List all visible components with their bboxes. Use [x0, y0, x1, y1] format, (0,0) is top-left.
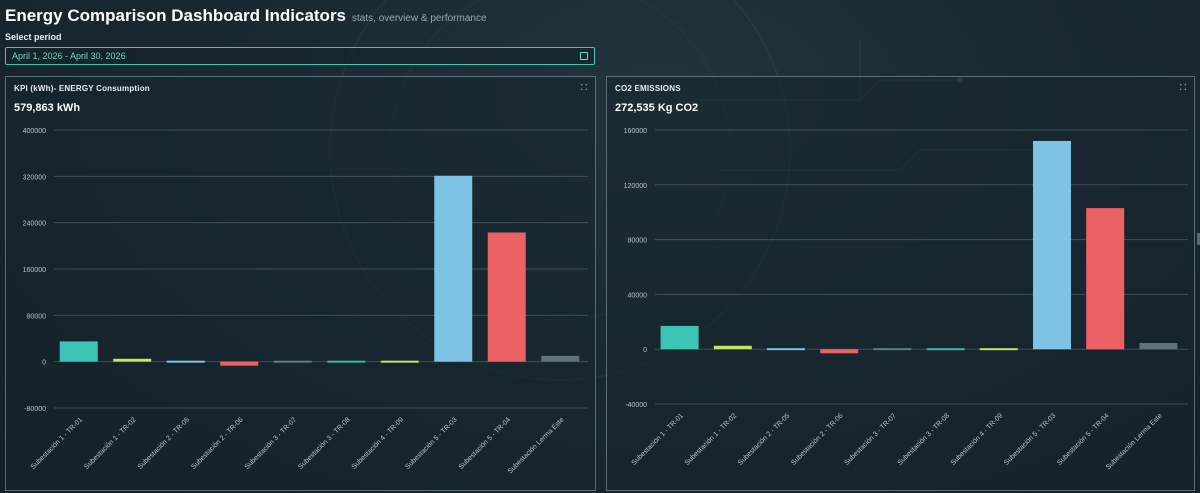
y-tick-label: 160000 [23, 267, 46, 274]
bar [820, 349, 859, 354]
x-tick-label: Subestación 2 - TR-05 [137, 416, 191, 470]
y-tick-label: -40000 [625, 402, 647, 409]
bar [767, 348, 805, 351]
bar [113, 358, 152, 362]
x-tick-label: Subestación 4 - TR-09 [950, 412, 1004, 466]
x-tick-label: Subestación 3 - TR-08 [897, 412, 951, 466]
panel-total: 579,863 kWh [14, 102, 81, 114]
bar [434, 175, 473, 362]
bar [1086, 208, 1125, 350]
y-tick-label: 0 [42, 360, 46, 367]
bar [220, 361, 259, 366]
x-tick-label: Subestación Lerma Este [1105, 412, 1164, 471]
calendar-icon[interactable] [580, 52, 588, 60]
y-tick-label: 80000 [628, 238, 648, 245]
x-tick-label: Subestación 1 - TR-02 [83, 416, 137, 470]
co2-emissions-chart: -40000 0 40000 80000 120000 160000 Subestación… [624, 128, 1188, 471]
bar [273, 360, 312, 363]
page-subtitle: stats, overview & performance [352, 13, 487, 24]
co2-emissions-panel: CO2 EMISSIONS 272,535 Kg CO2 -40000 0 4000… [606, 76, 1195, 491]
bar [327, 360, 366, 363]
energy-consumption-chart: -80000 0 80000 160000 240000 320000 400000 Sube… [23, 128, 588, 475]
x-tick-label: Subestación 4 - TR-09 [351, 416, 405, 470]
y-tick-label: -80000 [24, 406, 46, 413]
x-tick-label: Subestación 1 - TR-02 [684, 412, 738, 466]
bar [1033, 140, 1071, 350]
bar [59, 341, 98, 362]
period-value: April 1, 2026 - April 30, 2026 [12, 51, 126, 61]
y-tick-label: 240000 [23, 221, 46, 228]
x-tick-label: Subestación 1 - TR-01 [30, 416, 84, 470]
x-tick-label: Subestación Lerma Este [507, 416, 566, 475]
x-tick-label: Subestación 5 - TR-03 [404, 416, 458, 470]
x-tick-label: Subestación 2 - TR-05 [737, 412, 791, 466]
y-tick-label: 160000 [624, 128, 647, 135]
y-tick-label: 0 [643, 347, 647, 354]
bar [541, 355, 580, 362]
y-tick-label: 80000 [27, 313, 47, 320]
x-tick-label: Subestación 2 - TR-06 [790, 412, 844, 466]
x-tick-label: Subestación 5 - TR-03 [1003, 412, 1057, 466]
x-tick-label: Subestación 1 - TR-01 [631, 412, 685, 466]
x-tick-label: Subestación 5 - TR-04 [458, 416, 512, 470]
bar [713, 345, 752, 350]
bar [926, 348, 965, 351]
y-tick-label: 400000 [23, 128, 46, 135]
x-tick-label: Subestación 3 - TR-07 [244, 416, 298, 470]
x-tick-label: Subestación 3 - TR-08 [297, 416, 351, 470]
bar [166, 360, 205, 363]
page-title: Energy Comparison Dashboard Indicators [5, 6, 347, 25]
bar [380, 360, 419, 363]
bar [873, 348, 912, 351]
y-tick-label: 40000 [628, 292, 648, 299]
bar [660, 325, 699, 350]
panel-title: CO2 EMISSIONS [615, 84, 681, 93]
y-tick-label: 120000 [624, 183, 647, 190]
period-picker[interactable]: April 1, 2026 - April 30, 2026 [5, 47, 595, 65]
x-tick-label: Subestación 3 - TR-07 [843, 412, 897, 466]
y-tick-label: 320000 [23, 174, 46, 181]
bar [487, 232, 526, 362]
scroll-handle[interactable] [1197, 233, 1200, 245]
panel-title: KPI (kWh)- ENERGY Consumption [14, 84, 150, 93]
panel-total: 272,535 Kg CO2 [615, 102, 699, 114]
x-tick-label: Subestación 2 - TR-06 [190, 416, 244, 470]
header: Energy Comparison Dashboard Indicators s… [5, 6, 487, 26]
energy-consumption-panel: KPI (kWh)- ENERGY Consumption 579,863 kW… [5, 76, 596, 491]
x-tick-label: Subestación 5 - TR-04 [1056, 412, 1110, 466]
bar [979, 348, 1018, 351]
period-label: Select period [5, 32, 62, 42]
bar [1139, 343, 1178, 350]
